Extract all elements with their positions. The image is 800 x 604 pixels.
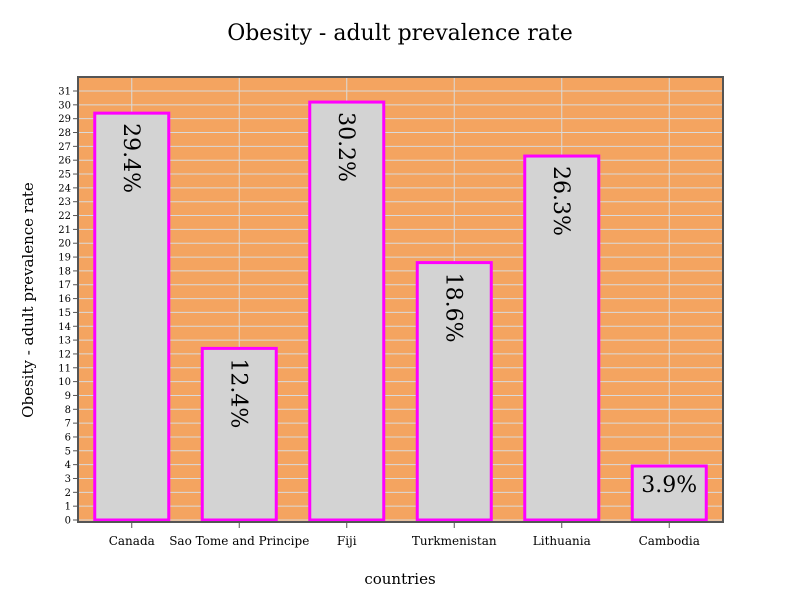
bars: 29.4% 12.4% 30.2% 18.6% 26.3% 3.9% [93,100,708,522]
y-tick-label: 12 [58,349,71,360]
bar-canada[interactable] [93,111,171,522]
bar-data-label: 29.4% [118,123,143,193]
x-axis-label: countries [364,570,435,588]
plot-frame [77,76,724,523]
bar-data-label: 12.4% [225,358,250,428]
x-tick-label: Sao Tome and Principe [169,534,309,548]
y-tick-label: 2 [65,488,71,499]
y-tick-label: 18 [58,266,71,277]
y-tick-label: 19 [58,253,71,264]
y-axis: 0123456789101112131415161718192021222324… [58,87,78,527]
bar-cambodia[interactable] [630,464,708,522]
x-tick-label: Cambodia [639,534,700,548]
y-tick-label: 15 [58,308,71,319]
bar-data-label: 26.3% [548,166,573,236]
y-tick-label: 28 [58,128,71,139]
y-tick-label: 30 [58,100,71,111]
y-tick-label: 16 [58,294,71,305]
y-tick-label: 8 [65,405,71,416]
bar-lithuania[interactable] [523,154,601,522]
y-tick-label: 26 [58,156,71,167]
y-tick-label: 4 [65,460,71,471]
y-tick-label: 21 [58,225,71,236]
y-tick-label: 20 [58,239,71,250]
y-tick-label: 5 [65,446,71,457]
y-tick-label: 22 [58,211,71,222]
y-tick-label: 6 [65,432,71,443]
plot-area [78,77,723,522]
x-axis: Canada Sao Tome and Principe Fiji Turkmenis… [77,76,724,548]
y-tick-label: 31 [58,87,71,98]
bar-fiji[interactable] [308,100,386,522]
gridlines [78,77,723,522]
y-tick-label: 7 [65,419,71,430]
y-tick-label: 11 [58,363,71,374]
y-tick-label: 17 [58,280,71,291]
bar-data-label: 30.2% [333,112,358,182]
y-axis-label: Obesity - adult prevalence rate [19,182,37,418]
y-tick-label: 23 [58,197,71,208]
y-tick-label: 27 [58,142,71,153]
x-tick-label: Fiji [337,534,357,548]
y-tick-label: 13 [58,336,71,347]
y-tick-label: 25 [58,170,71,181]
y-tick-label: 29 [58,114,71,125]
x-tick-label: Canada [109,534,155,548]
y-tick-label: 24 [58,183,71,194]
y-tick-label: 9 [65,391,71,402]
y-tick-label: 1 [65,502,71,513]
x-tick-label: Turkmenistan [412,534,497,548]
chart-title: Obesity - adult prevalence rate [227,21,573,46]
y-tick-label: 3 [65,474,71,485]
bar-turkmenistan[interactable] [415,261,493,522]
x-tick-label: Lithuania [533,534,591,548]
bar-data-label: 3.9% [641,473,697,498]
y-tick-label: 0 [65,516,71,527]
bar-sao-tome-and-principe[interactable] [200,346,278,522]
y-tick-label: 14 [58,322,71,333]
bar-data-label: 18.6% [440,273,465,343]
y-tick-label: 10 [58,377,71,388]
